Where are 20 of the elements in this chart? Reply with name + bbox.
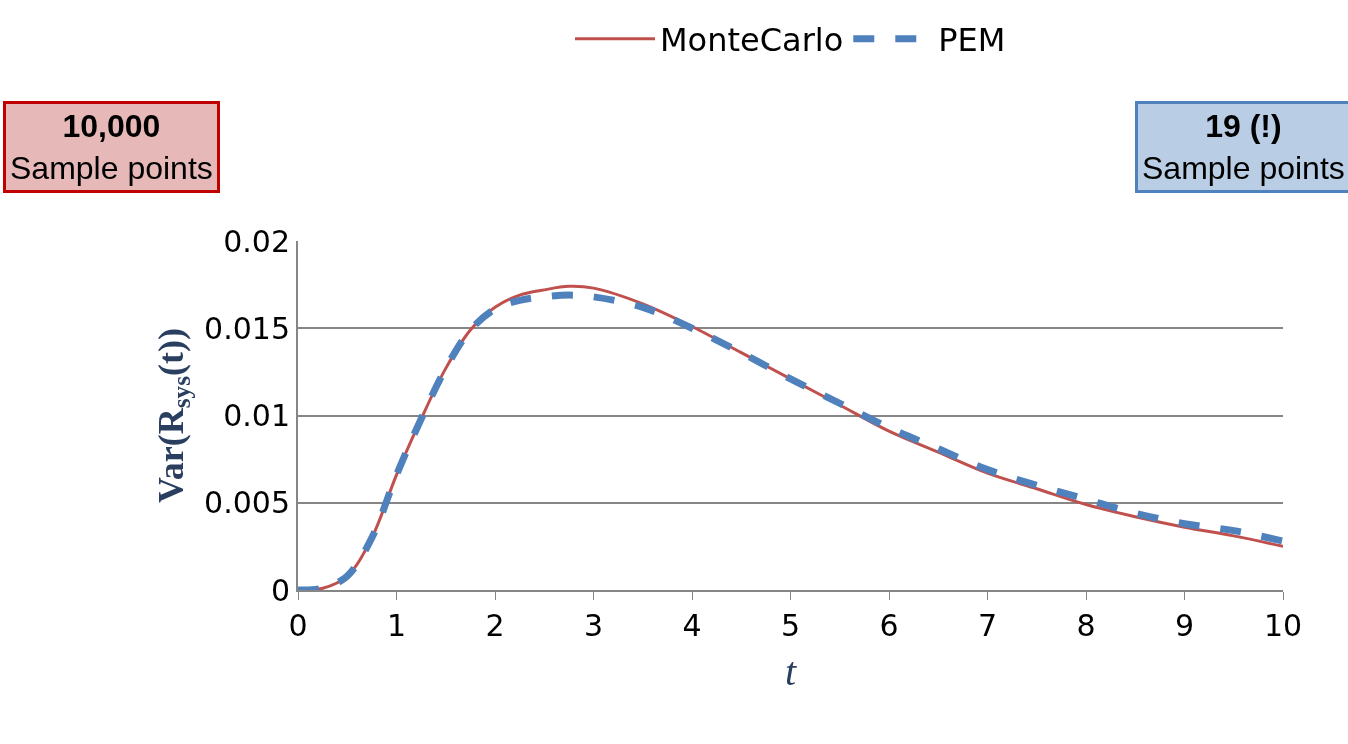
x-tick-label: 4 [682,608,702,643]
y-tick-label: 0.01 [223,398,290,433]
x-tick-label: 8 [1076,608,1096,643]
x-tick-label: 2 [485,608,505,643]
x-tick-label: 10 [1263,608,1303,643]
y-tick-label: 0 [270,572,290,608]
y-tick-label: 0.02 [223,223,290,259]
x-tick-label: 7 [977,608,998,643]
x-tick-label: 5 [780,608,801,643]
x-axis-title: t [784,649,797,694]
x-tick-label: 9 [1174,608,1195,643]
y-tick-label: 0.005 [204,485,290,521]
x-tick-label: 3 [583,608,604,643]
x-tick-label: 1 [386,608,407,643]
y-tick-label: 0.015 [204,310,290,346]
text: 10,000 Sample points [10,108,213,186]
text: 19 (!) Sample points [1142,108,1345,186]
legend-label: PEM [938,21,1006,60]
x-tick-label: 6 [879,608,899,643]
legend-label: MonteCarlo [660,21,844,60]
